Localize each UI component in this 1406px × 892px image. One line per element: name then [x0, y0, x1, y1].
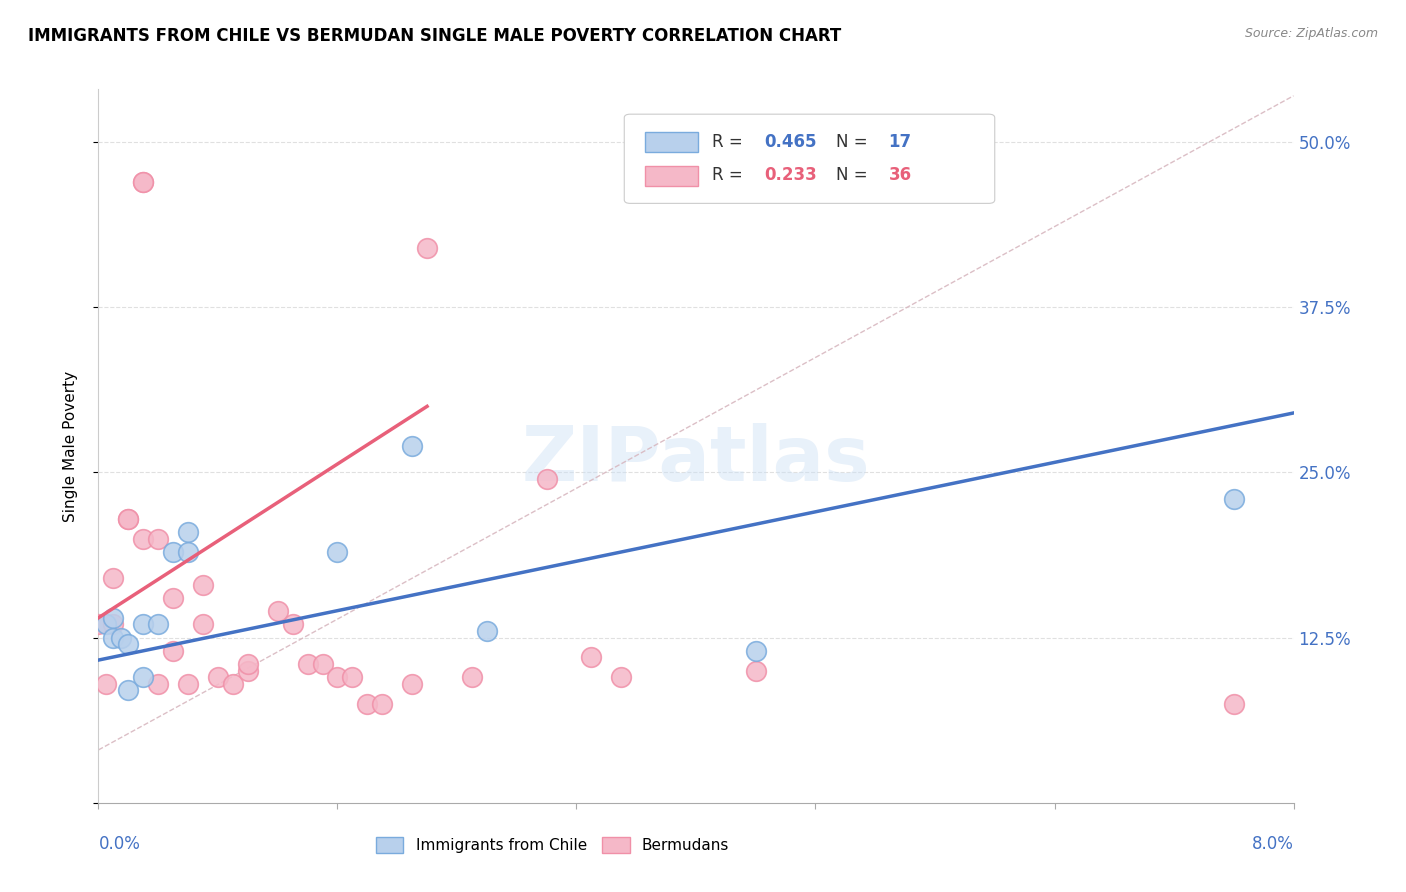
- Point: [162, 591, 184, 605]
- Point: [132, 670, 155, 684]
- Point: [177, 677, 200, 691]
- Point: [297, 657, 319, 671]
- Point: [236, 664, 259, 678]
- Point: [581, 650, 603, 665]
- Point: [222, 677, 245, 691]
- Point: [132, 175, 155, 189]
- Point: [475, 624, 498, 638]
- Point: [745, 664, 768, 678]
- Point: [94, 617, 117, 632]
- Text: IMMIGRANTS FROM CHILE VS BERMUDAN SINGLE MALE POVERTY CORRELATION CHART: IMMIGRANTS FROM CHILE VS BERMUDAN SINGLE…: [28, 27, 841, 45]
- Text: 0.233: 0.233: [763, 166, 817, 184]
- Point: [536, 472, 558, 486]
- Point: [162, 644, 184, 658]
- Point: [356, 697, 378, 711]
- Point: [103, 611, 125, 625]
- Point: [371, 697, 394, 711]
- Point: [117, 637, 139, 651]
- Point: [1222, 491, 1246, 506]
- Point: [207, 670, 229, 684]
- Text: R =: R =: [711, 166, 742, 184]
- Text: 0.0%: 0.0%: [98, 835, 141, 853]
- Point: [148, 677, 170, 691]
- Point: [117, 511, 139, 525]
- Point: [87, 617, 110, 632]
- Point: [236, 657, 259, 671]
- Point: [117, 511, 139, 525]
- Point: [117, 683, 139, 698]
- Text: 36: 36: [889, 166, 911, 184]
- FancyBboxPatch shape: [644, 166, 699, 186]
- Point: [1222, 697, 1246, 711]
- FancyBboxPatch shape: [624, 114, 995, 203]
- Point: [267, 604, 290, 618]
- Text: 8.0%: 8.0%: [1251, 835, 1294, 853]
- Text: 0.465: 0.465: [763, 133, 817, 151]
- Point: [311, 657, 333, 671]
- Point: [177, 545, 200, 559]
- Point: [191, 617, 214, 632]
- Point: [191, 578, 214, 592]
- Point: [148, 617, 170, 632]
- Point: [162, 545, 184, 559]
- Text: ZIPatlas: ZIPatlas: [522, 424, 870, 497]
- Point: [177, 524, 200, 539]
- Point: [103, 617, 125, 632]
- Text: N =: N =: [835, 166, 868, 184]
- Text: N =: N =: [835, 133, 868, 151]
- Point: [326, 545, 349, 559]
- Point: [610, 670, 633, 684]
- Text: 17: 17: [889, 133, 911, 151]
- Point: [132, 617, 155, 632]
- Legend: Immigrants from Chile, Bermudans: Immigrants from Chile, Bermudans: [370, 831, 735, 859]
- Point: [401, 677, 423, 691]
- Point: [103, 571, 125, 585]
- Point: [132, 532, 155, 546]
- Point: [103, 631, 125, 645]
- Point: [132, 175, 155, 189]
- Point: [281, 617, 304, 632]
- Text: Source: ZipAtlas.com: Source: ZipAtlas.com: [1244, 27, 1378, 40]
- Text: R =: R =: [711, 133, 742, 151]
- Point: [148, 532, 170, 546]
- FancyBboxPatch shape: [644, 132, 699, 152]
- Point: [110, 631, 132, 645]
- Point: [326, 670, 349, 684]
- Point: [94, 677, 117, 691]
- Y-axis label: Single Male Poverty: Single Male Poverty: [63, 370, 77, 522]
- Point: [401, 439, 423, 453]
- Point: [745, 644, 768, 658]
- Point: [461, 670, 484, 684]
- Point: [416, 241, 439, 255]
- Point: [342, 670, 364, 684]
